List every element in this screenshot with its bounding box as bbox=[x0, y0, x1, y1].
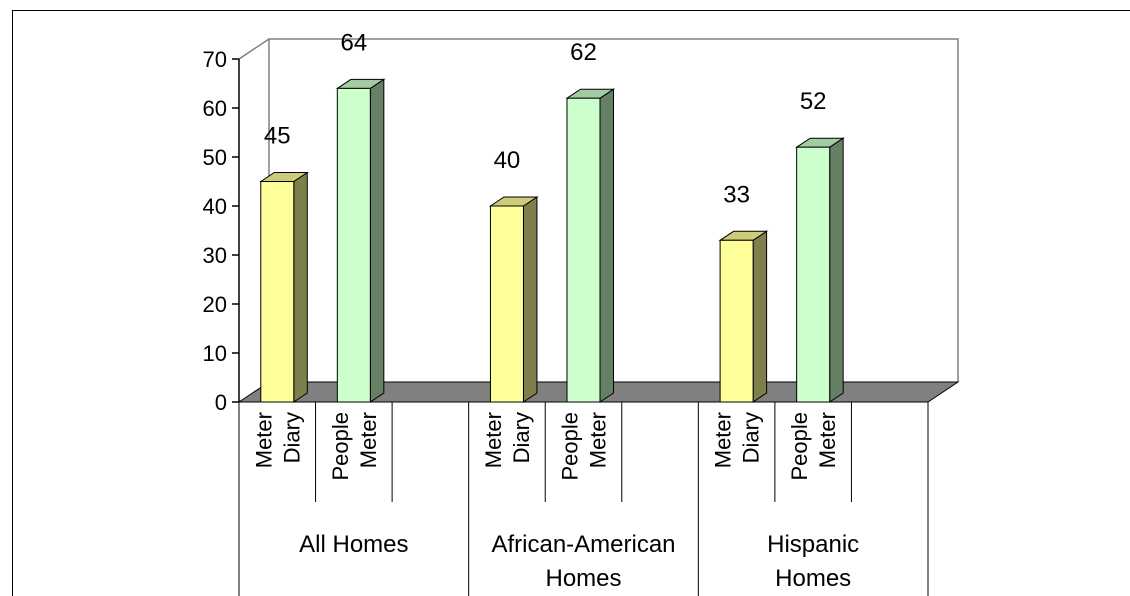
group-label: Homes bbox=[545, 565, 621, 592]
y-tick-label: 10 bbox=[203, 341, 227, 366]
sub-category-label: People bbox=[558, 412, 583, 481]
y-axis: 0 10 20 30 40 50 60 70 bbox=[203, 47, 240, 415]
y-tick-label: 50 bbox=[203, 145, 227, 170]
y-tick-label: 40 bbox=[203, 194, 227, 219]
data-labels: 45 64 40 62 33 52 bbox=[264, 29, 827, 208]
y-tick-label: 20 bbox=[203, 292, 227, 317]
group-label: African-American bbox=[491, 531, 675, 558]
sub-category-label: People bbox=[787, 412, 812, 481]
sub-category-label: Meter bbox=[815, 412, 840, 468]
data-label: 62 bbox=[570, 39, 597, 66]
sub-category-label: Diary bbox=[739, 412, 764, 463]
sub-category-label: Meter bbox=[586, 412, 611, 468]
bar-people-meter bbox=[335, 78, 386, 403]
bar-meter-diary bbox=[259, 171, 309, 403]
bar-meter-diary bbox=[488, 196, 539, 403]
sub-category-label: Meter bbox=[481, 412, 506, 468]
bar-meter-diary bbox=[718, 230, 769, 403]
data-label: 40 bbox=[494, 147, 521, 174]
data-label: 33 bbox=[723, 181, 750, 208]
group-label: Homes bbox=[775, 565, 851, 592]
sub-category-label: Meter bbox=[356, 412, 381, 468]
data-label: 64 bbox=[340, 29, 367, 56]
y-tick-label: 70 bbox=[203, 47, 227, 72]
sub-category-label: Meter bbox=[251, 412, 276, 468]
sub-category-label: Diary bbox=[279, 412, 304, 463]
data-label: 45 bbox=[264, 123, 291, 150]
sub-category-label: Meter bbox=[711, 412, 736, 468]
y-tick-label: 60 bbox=[203, 96, 227, 121]
bars bbox=[259, 78, 845, 403]
group-label: Hispanic bbox=[767, 531, 859, 558]
bar-people-meter bbox=[565, 88, 616, 403]
side-wall-top-edge bbox=[238, 38, 270, 60]
y-tick-label: 30 bbox=[203, 243, 227, 268]
y-tick-label: 0 bbox=[215, 390, 227, 415]
bar-people-meter bbox=[795, 137, 845, 403]
chart-frame bbox=[12, 10, 1130, 596]
data-label: 52 bbox=[800, 88, 827, 115]
group-label: All Homes bbox=[299, 531, 408, 558]
sub-category-label: People bbox=[328, 412, 353, 481]
sub-category-label: Diary bbox=[509, 412, 534, 463]
